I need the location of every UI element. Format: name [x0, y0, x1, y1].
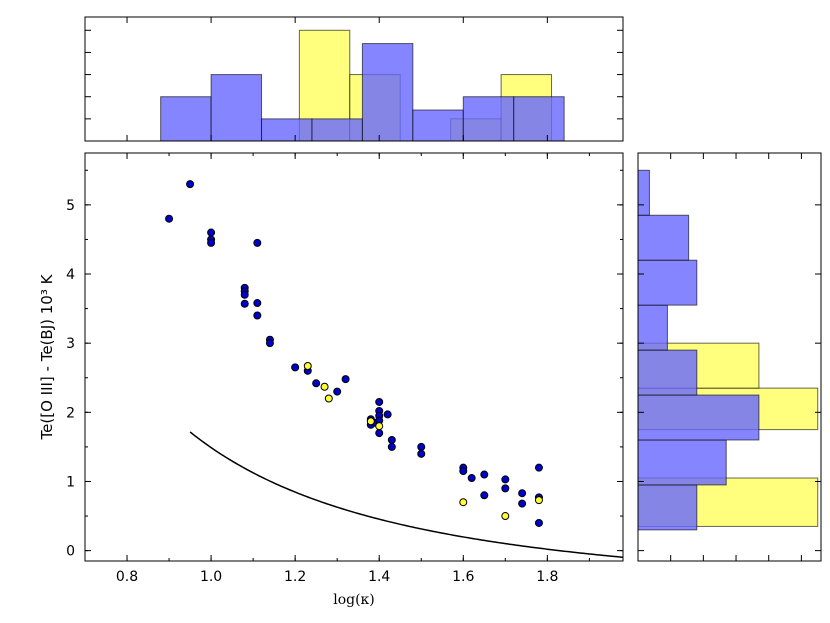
top-blue-bar	[361, 43, 414, 142]
y-tick-label: 2	[66, 405, 75, 421]
blue-data-point	[253, 238, 262, 247]
blue-data-point	[186, 180, 195, 189]
top-blue-bar	[311, 118, 363, 142]
y-tick-label: 1	[66, 474, 75, 490]
blue-data-point	[341, 375, 350, 384]
blue-data-point	[375, 429, 384, 438]
yellow-data-point	[320, 382, 329, 391]
blue-data-point	[383, 410, 392, 419]
blue-data-point	[375, 397, 384, 406]
main-scatter-panel: 0.8 1.0 1.2 1.4 1.6 1.8 0 1 2 3 4 5	[66, 152, 624, 585]
top-blue-bar	[462, 96, 515, 142]
blue-data-point	[240, 299, 249, 308]
right-blue-bar	[637, 214, 690, 261]
yellow-data-point	[375, 422, 384, 431]
yellow-data-point	[366, 417, 375, 426]
top-blue-bar	[210, 74, 263, 142]
blue-data-point	[387, 435, 396, 444]
fit-curve	[189, 431, 624, 559]
x-tick-label: 1.8	[536, 569, 558, 585]
top-blue-bar	[261, 118, 313, 142]
blue-data-point	[253, 299, 262, 308]
right-blue-bar	[637, 484, 698, 531]
top-blue-bar	[513, 96, 565, 142]
blue-data-point	[265, 339, 274, 348]
blue-data-point	[501, 475, 510, 484]
blue-data-point	[534, 518, 543, 527]
blue-data-point	[467, 474, 476, 483]
y-tick-label: 3	[66, 336, 75, 352]
right-histogram-frame	[637, 152, 822, 562]
x-tick-label: 1.6	[452, 569, 474, 585]
top-histogram-frame	[84, 16, 624, 142]
blue-data-point	[480, 470, 489, 479]
x-tick-label: 1.4	[368, 569, 390, 585]
blue-data-point	[312, 379, 321, 388]
blue-data-point	[207, 238, 216, 247]
x-tick-label: 1.0	[200, 569, 222, 585]
top-histogram-panel	[84, 16, 624, 142]
blue-data-point	[417, 442, 426, 451]
right-histogram-panel	[637, 152, 822, 562]
blue-data-point	[480, 491, 489, 500]
yellow-data-point	[324, 394, 333, 403]
y-tick-label: 4	[66, 267, 75, 283]
y-tick-label: 0	[66, 544, 75, 560]
blue-data-point	[518, 499, 527, 508]
blue-data-point	[417, 449, 426, 458]
top-blue-bar	[412, 109, 464, 142]
x-axis-label: log(κ)	[333, 592, 375, 608]
main-plot-frame	[84, 152, 624, 562]
blue-data-point	[501, 484, 510, 493]
right-blue-bar	[637, 394, 760, 441]
yellow-data-point	[501, 512, 510, 521]
yellow-data-point	[459, 498, 468, 507]
blue-data-point	[240, 290, 249, 299]
blue-data-point	[207, 228, 216, 237]
blue-data-point	[253, 311, 262, 320]
blue-data-point	[459, 467, 468, 476]
right-blue-bar	[637, 169, 650, 216]
x-tick-label: 1.2	[284, 569, 306, 585]
yellow-data-point	[534, 496, 543, 505]
y-tick-label: 5	[66, 198, 75, 214]
blue-data-point	[518, 489, 527, 498]
x-tick-label: 0.8	[116, 569, 138, 585]
yellow-data-point	[303, 361, 312, 370]
top-blue-bar	[160, 96, 212, 142]
right-blue-bar	[637, 259, 698, 306]
y-axis-label: Te([O III] - Te(BJ) 10³ K	[38, 273, 56, 440]
blue-data-point	[165, 214, 174, 223]
right-blue-bar	[637, 349, 698, 396]
blue-data-point	[291, 363, 300, 372]
blue-data-point	[387, 442, 396, 451]
blue-data-point	[534, 463, 543, 472]
blue-data-point	[333, 387, 342, 396]
right-blue-bar	[637, 439, 727, 486]
